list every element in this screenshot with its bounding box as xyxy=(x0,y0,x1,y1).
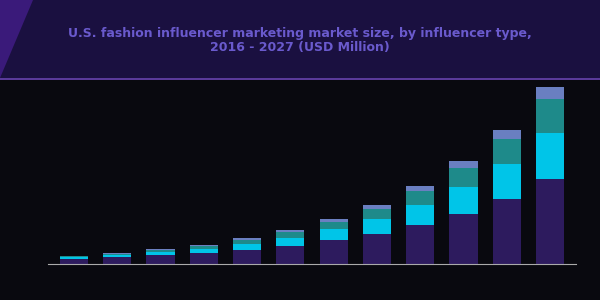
Bar xyxy=(363,205,391,209)
Bar xyxy=(276,230,304,232)
Bar xyxy=(190,245,218,246)
Bar xyxy=(406,225,434,264)
Bar xyxy=(190,253,218,264)
Bar xyxy=(103,253,131,254)
Bar xyxy=(449,187,478,214)
Bar xyxy=(406,186,434,191)
Bar xyxy=(536,179,564,264)
Bar xyxy=(320,222,348,229)
Bar xyxy=(146,252,175,255)
Bar xyxy=(276,232,304,238)
Bar xyxy=(60,256,88,257)
Bar xyxy=(363,209,391,219)
Bar xyxy=(60,257,88,259)
Bar xyxy=(536,87,564,99)
Bar xyxy=(536,133,564,179)
Bar xyxy=(449,161,478,168)
Text: U.S. fashion influencer marketing market size, by influencer type,
2016 - 2027 (: U.S. fashion influencer marketing market… xyxy=(68,26,532,55)
Bar xyxy=(103,255,131,257)
Bar xyxy=(320,229,348,240)
Bar xyxy=(190,246,218,249)
Bar xyxy=(493,164,521,199)
Bar xyxy=(190,249,218,253)
Bar xyxy=(233,244,261,250)
Bar xyxy=(146,250,175,252)
Bar xyxy=(233,240,261,244)
Bar xyxy=(406,191,434,205)
Bar xyxy=(276,246,304,264)
Bar xyxy=(233,238,261,240)
Bar xyxy=(103,257,131,264)
Bar xyxy=(449,214,478,264)
Bar xyxy=(493,140,521,164)
Bar xyxy=(493,130,521,140)
Bar xyxy=(493,199,521,264)
Bar xyxy=(60,259,88,264)
Bar xyxy=(536,99,564,133)
Bar xyxy=(103,254,131,255)
Bar xyxy=(363,234,391,264)
Bar xyxy=(449,168,478,187)
Bar xyxy=(276,238,304,246)
Bar xyxy=(233,250,261,264)
Bar xyxy=(320,240,348,264)
Bar xyxy=(406,205,434,225)
Bar xyxy=(146,255,175,264)
Bar xyxy=(320,219,348,222)
Bar xyxy=(363,219,391,234)
